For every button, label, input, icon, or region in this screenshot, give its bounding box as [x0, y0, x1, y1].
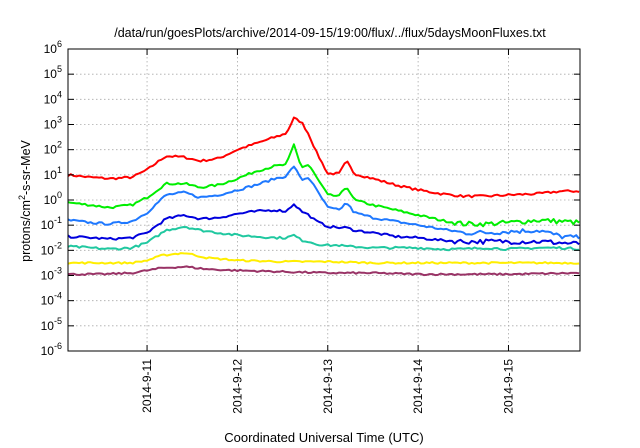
y-tick-label: 10-5 [41, 316, 62, 333]
y-tick-label: 101 [44, 165, 62, 182]
series-line [67, 203, 580, 246]
y-tick-label: 100 [44, 190, 62, 207]
x-axis-label: Coordinated Universal Time (UTC) [224, 430, 423, 445]
axes: 10-6 10-5 10-4 10-3 10-2 10-1 100 101 102 103 104 1… [41, 39, 580, 414]
series-line [67, 265, 580, 277]
x-tick-label: 2014-9-11 [140, 359, 154, 413]
y-tick-label: 102 [44, 140, 62, 157]
y-tick-label: 10-4 [41, 291, 62, 308]
y-tick-label: 106 [44, 39, 62, 56]
y-tick-label: 104 [44, 89, 62, 106]
y-tick-label: 10-2 [41, 240, 62, 257]
x-tick-label: 2014-9-12 [230, 359, 244, 414]
y-axis-label: protons/cm2-s-sr-MeV [17, 139, 33, 261]
x-tick-label: 2014-9-14 [411, 359, 425, 414]
data-series [67, 116, 580, 277]
y-tick-label: 103 [44, 115, 62, 132]
series-line [67, 226, 580, 252]
series-line [67, 116, 580, 199]
series-line [67, 143, 580, 228]
y-tick-label: 105 [44, 64, 62, 81]
y-tick-label: 10-1 [41, 215, 62, 232]
y-tick-label: 10-6 [41, 341, 62, 358]
chart-title: /data/run/goesPlots/archive/2014-09-15/1… [114, 26, 546, 40]
y-tick-label: 10-3 [41, 266, 62, 283]
series-line [67, 165, 580, 240]
x-tick-label: 2014-9-15 [501, 359, 515, 414]
series-line [67, 252, 580, 265]
x-tick-label: 2014-9-13 [321, 359, 335, 414]
